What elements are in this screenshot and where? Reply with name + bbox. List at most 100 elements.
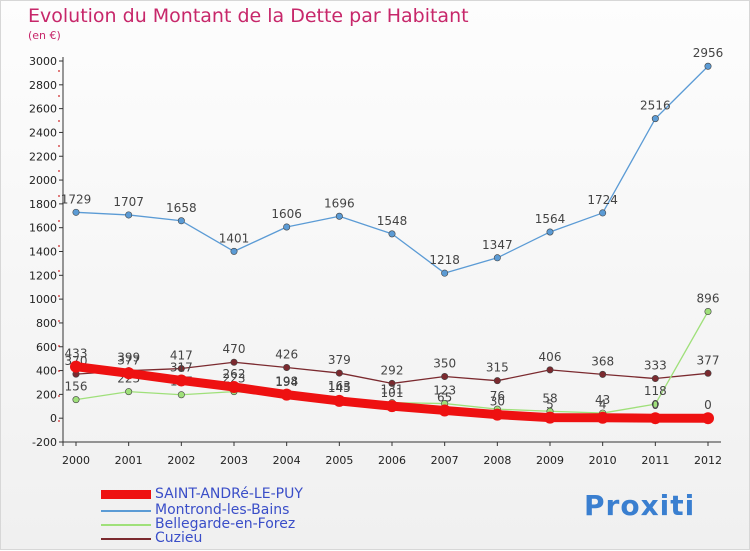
data-point <box>386 400 398 413</box>
data-point <box>335 212 343 220</box>
data-label: 65 <box>437 390 452 404</box>
data-point <box>230 247 238 255</box>
data-point <box>335 369 343 377</box>
data-label: 156 <box>65 380 88 394</box>
y-tick-label: 2200 <box>29 150 57 163</box>
data-label: 76 <box>490 389 505 403</box>
data-label: 292 <box>381 363 404 377</box>
x-tick-label: 2006 <box>378 454 406 467</box>
data-point <box>230 358 238 366</box>
series-line <box>75 65 709 274</box>
data-label: 1606 <box>271 207 302 221</box>
data-label: 2956 <box>693 46 724 60</box>
chart-unit-label: (en €) <box>28 29 61 42</box>
left-edge-dot <box>58 370 60 372</box>
left-edge-dot <box>58 120 60 122</box>
data-point <box>388 230 396 238</box>
data-label: 399 <box>117 351 140 365</box>
y-tick-label: 400 <box>36 365 57 378</box>
data-point <box>546 366 554 374</box>
data-label: 5 <box>546 398 554 412</box>
y-tick-label: 2800 <box>29 79 57 92</box>
data-label: 58 <box>542 391 557 405</box>
data-label: 131 <box>381 383 404 397</box>
data-label: 1696 <box>324 196 355 210</box>
legend-label: Montrond-les-Bains <box>155 502 290 518</box>
data-label: 30 <box>490 395 505 409</box>
y-tick-label: 2000 <box>29 174 57 187</box>
data-point <box>280 388 293 401</box>
data-label: 123 <box>433 384 456 398</box>
left-edge-dot <box>58 245 60 247</box>
data-point <box>122 367 135 380</box>
data-point <box>493 254 501 262</box>
data-label: 101 <box>381 386 404 400</box>
left-edge-dot <box>58 145 60 147</box>
data-point <box>177 365 185 373</box>
data-label: 1347 <box>482 238 513 252</box>
data-point <box>283 223 291 231</box>
data-label: 350 <box>433 357 456 371</box>
data-label: 194 <box>275 375 298 389</box>
legend-swatch <box>101 524 151 526</box>
data-point <box>333 394 346 407</box>
data-label: 1724 <box>587 193 618 207</box>
x-tick-label: 2012 <box>694 454 722 467</box>
data-point <box>441 269 449 277</box>
data-point <box>649 412 662 425</box>
data-point <box>438 404 451 417</box>
data-label: 417 <box>170 349 193 363</box>
proxiti-logo: Proxiti <box>584 489 696 522</box>
data-point <box>599 370 607 378</box>
data-point <box>702 412 714 425</box>
chart-title: Evolution du Montant de la Dette par Hab… <box>28 5 469 27</box>
left-edge-dot <box>58 95 60 97</box>
y-tick-label: 600 <box>36 341 57 354</box>
data-point <box>704 369 712 377</box>
y-tick-label: 3000 <box>29 55 57 68</box>
x-tick-label: 2005 <box>325 454 353 467</box>
left-edge-dot <box>58 195 60 197</box>
data-label: 333 <box>644 359 667 373</box>
data-label: 377 <box>697 353 720 367</box>
data-label: 118 <box>644 384 667 398</box>
left-edge-dot <box>58 170 60 172</box>
data-point <box>283 363 291 371</box>
x-tick-label: 2008 <box>483 454 511 467</box>
left-edge-dot <box>58 420 60 422</box>
legend-label: Bellegarde-en-Forez <box>155 516 296 532</box>
data-label: 406 <box>539 350 562 364</box>
y-tick-label: 1000 <box>29 293 57 306</box>
data-label: 368 <box>591 354 614 368</box>
data-label: 1729 <box>61 192 92 206</box>
data-label: 2516 <box>640 99 671 113</box>
y-tick-label: 1400 <box>29 246 57 259</box>
legend-swatch <box>101 538 151 540</box>
data-point <box>704 308 712 316</box>
data-point <box>544 411 556 424</box>
data-point <box>546 228 554 236</box>
data-point <box>704 62 712 70</box>
left-edge-dot <box>58 70 60 72</box>
data-label: 315 <box>486 361 509 375</box>
data-point <box>72 208 80 216</box>
left-edge-dot <box>58 345 60 347</box>
y-tick-label: 2400 <box>29 126 57 139</box>
x-tick-label: 2001 <box>115 454 143 467</box>
legend-swatch <box>101 490 151 499</box>
left-edge-dot <box>58 395 60 397</box>
data-label: 198 <box>275 375 298 389</box>
data-point <box>177 217 185 225</box>
data-point <box>651 400 659 408</box>
legend-label: SAINT-ANDRé-LE-PUY <box>155 486 303 502</box>
data-point <box>70 360 82 373</box>
x-tick-label: 2010 <box>589 454 617 467</box>
data-point <box>177 391 185 399</box>
data-label: 470 <box>223 342 246 356</box>
y-tick-label: 200 <box>36 388 57 401</box>
data-label: 145 <box>328 381 351 395</box>
x-tick-label: 2002 <box>167 454 195 467</box>
data-point <box>599 209 607 217</box>
